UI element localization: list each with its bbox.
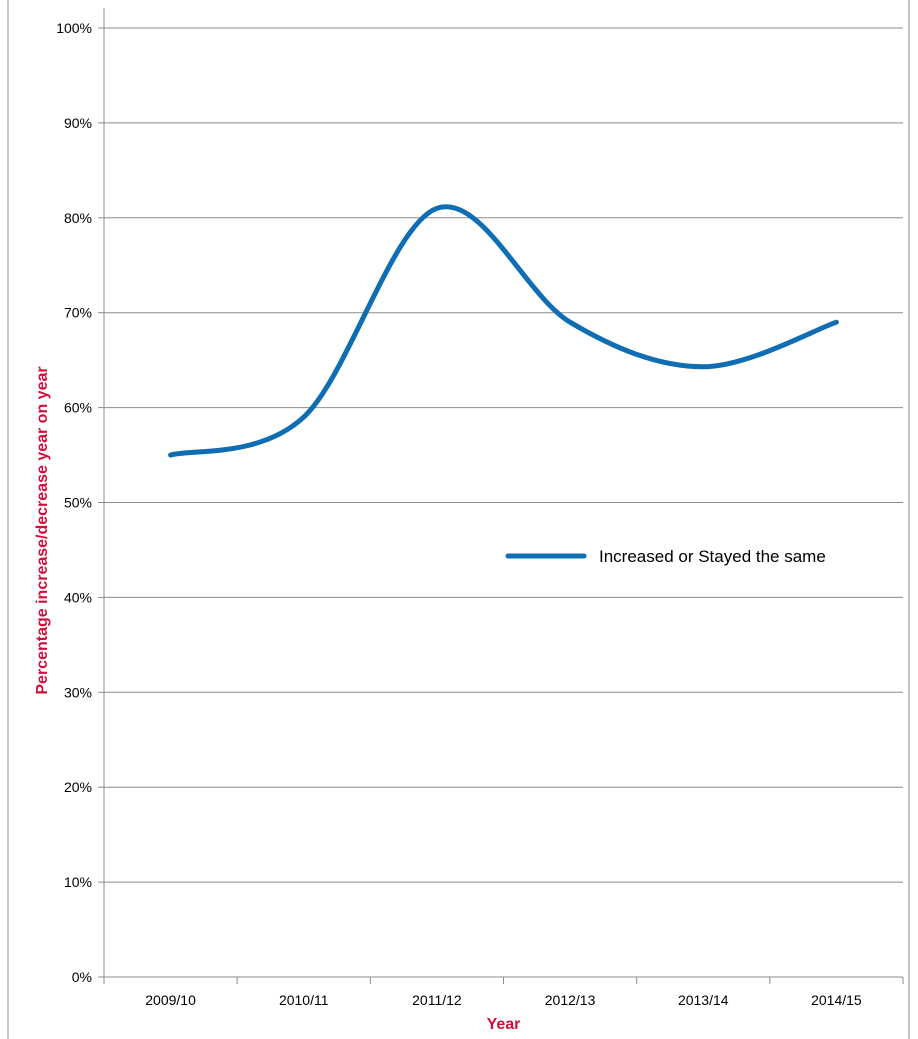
- y-tick-label: 30%: [64, 684, 92, 700]
- y-tick-label: 0%: [72, 969, 92, 985]
- y-axis-title: Percentage increase/decrease year on yea…: [34, 366, 51, 694]
- x-tick-label: 2014/15: [811, 992, 862, 1008]
- series-line: [168, 204, 839, 458]
- x-axis-title: Year: [487, 1016, 521, 1033]
- y-tick-label: 60%: [64, 400, 92, 416]
- x-tick-label: 2011/12: [412, 992, 462, 1008]
- y-tick-label: 90%: [64, 115, 92, 131]
- axes: 0% 10% 20% 30% 40% 50% 60% 70% 80% 90% 100% 2009/10…: [7, 0, 910, 1039]
- legend-label: Increased or Stayed the same: [599, 547, 826, 566]
- y-tick-label: 80%: [64, 210, 92, 226]
- series-lines: [168, 204, 839, 458]
- legend: Increased or Stayed the same: [505, 547, 826, 566]
- y-tick-label: 100%: [56, 20, 92, 36]
- y-tick-label: 50%: [64, 495, 92, 511]
- x-tick-label: 2010/11: [279, 992, 329, 1008]
- x-tick-label: 2013/14: [678, 992, 729, 1008]
- gridlines: [104, 27, 903, 883]
- y-tick-label: 70%: [64, 305, 92, 321]
- x-tick-label: 2009/10: [145, 992, 196, 1008]
- y-tick-label: 10%: [64, 874, 92, 890]
- x-tick-label: 2012/13: [545, 992, 596, 1008]
- y-tick-label: 20%: [64, 779, 92, 795]
- y-tick-label: 40%: [64, 589, 92, 605]
